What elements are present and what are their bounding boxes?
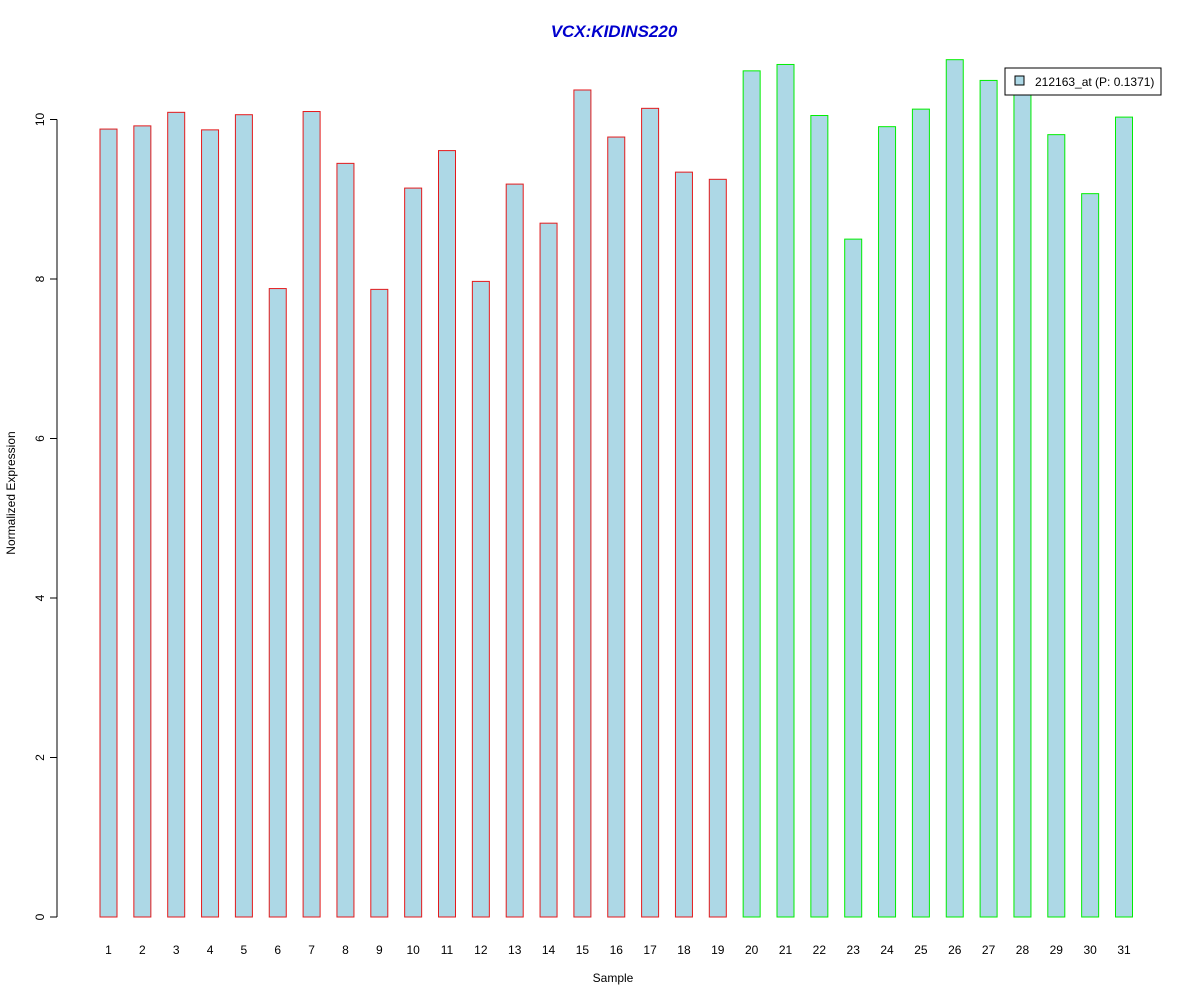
bar-sample-21 (776, 63, 795, 918)
bar-sample-13 (505, 183, 524, 918)
bar-sample-12 (471, 280, 490, 918)
x-tick-label: 1 (105, 943, 112, 957)
x-tick-label: 13 (508, 943, 522, 957)
x-tick-label: 27 (982, 943, 996, 957)
y-tick-label: 6 (33, 435, 47, 442)
x-tick-label: 12 (474, 943, 488, 957)
bar-sample-9 (370, 288, 389, 918)
bar-sample-4 (201, 129, 220, 918)
x-tick-label: 4 (207, 943, 214, 957)
bar-sample-27 (979, 79, 998, 918)
y-tick-label: 4 (33, 594, 47, 601)
legend-box (1004, 67, 1162, 96)
bar-sample-3 (167, 111, 186, 918)
y-axis-title: Normalized Expression (4, 431, 18, 554)
bar-sample-25 (911, 108, 930, 918)
x-tick-label: 18 (677, 943, 691, 957)
bar-sample-16 (607, 136, 626, 918)
bar-sample-26 (945, 59, 964, 918)
x-tick-label: 14 (542, 943, 556, 957)
legend-series-name: 212163_at (P: 0.1371) (1035, 75, 1154, 89)
x-axis-title: Sample (593, 971, 634, 985)
bar-sample-2 (133, 125, 152, 918)
x-tick-label: 7 (308, 943, 315, 957)
x-tick-label: 16 (610, 943, 624, 957)
bar-sample-15 (573, 89, 592, 918)
x-tick-label: 3 (173, 943, 180, 957)
x-tick-label: 11 (441, 943, 454, 957)
x-tick-label: 23 (847, 943, 861, 957)
x-tick-label: 8 (342, 943, 349, 957)
x-tick-label: 24 (880, 943, 894, 957)
x-tick-label: 5 (241, 943, 248, 957)
bar-sample-29 (1047, 134, 1066, 918)
x-tick-label: 29 (1050, 943, 1064, 957)
bar-sample-28 (1013, 91, 1032, 918)
bar-sample-24 (878, 126, 897, 918)
x-tick-label: 15 (576, 943, 590, 957)
legend-swatch (1014, 75, 1025, 86)
bar-sample-11 (438, 150, 456, 918)
x-tick-label: 6 (274, 943, 281, 957)
bar-sample-19 (708, 178, 727, 918)
x-tick-label: 25 (914, 943, 928, 957)
x-tick-label: 19 (711, 943, 725, 957)
y-axis: 0 2 4 6 8 10 (33, 113, 58, 920)
y-tick-label: 10 (33, 113, 47, 127)
bar-sample-18 (674, 171, 693, 918)
bar-sample-1 (99, 128, 118, 918)
x-tick-label: 20 (745, 943, 759, 957)
bar-sample-31 (1115, 116, 1133, 918)
bar-sample-23 (844, 238, 863, 918)
bar-sample-14 (539, 222, 558, 918)
x-tick-label: 21 (779, 943, 793, 957)
x-tick-label: 17 (643, 943, 657, 957)
x-tick-label: 31 (1117, 943, 1131, 957)
y-tick-label: 2 (33, 754, 47, 761)
bar-sample-17 (641, 107, 660, 918)
x-tick-label: 26 (948, 943, 962, 957)
x-tick-label: 10 (406, 943, 420, 957)
legend: 212163_at (P: 0.1371) (1004, 67, 1162, 96)
bar-sample-8 (336, 162, 355, 918)
bars-group (99, 59, 1133, 918)
bar-sample-20 (742, 70, 761, 918)
x-tick-label: 22 (813, 943, 827, 957)
x-tick-label: 28 (1016, 943, 1030, 957)
bar-sample-7 (302, 111, 321, 918)
x-tick-labels: 1 2 3 4 5 6 7 8 9 10 11 12 13 14 15 16 17 18 19 20 21 22 23 24 2… (105, 943, 1131, 957)
bar-sample-22 (810, 115, 829, 918)
bar-sample-6 (268, 288, 287, 918)
x-tick-label: 2 (139, 943, 146, 957)
bar-sample-5 (234, 114, 253, 918)
x-tick-label: 30 (1083, 943, 1097, 957)
bar-sample-10 (404, 187, 423, 918)
y-tick-label: 0 (33, 913, 47, 920)
bar-sample-30 (1081, 193, 1100, 918)
x-tick-label: 9 (376, 943, 383, 957)
chart-title: VCX:KIDINS220 (551, 22, 678, 41)
y-tick-label: 8 (33, 275, 47, 282)
